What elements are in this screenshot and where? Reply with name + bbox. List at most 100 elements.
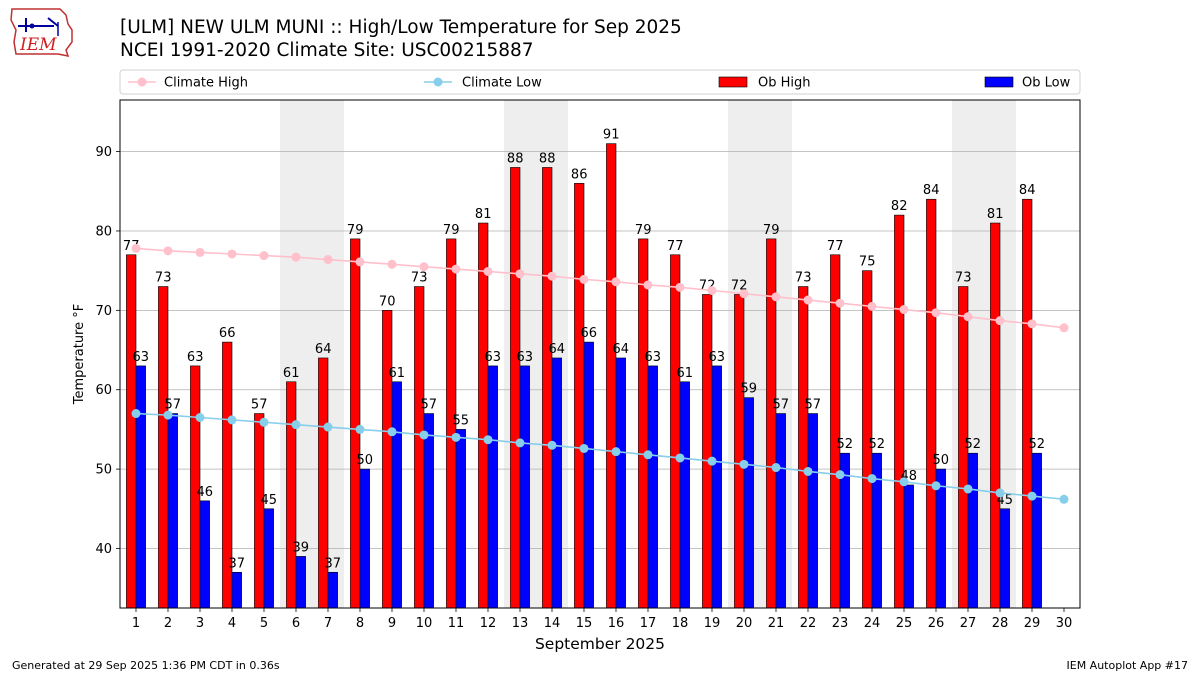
x-tick-label: 15 — [576, 616, 593, 631]
climate-low-point — [963, 484, 973, 494]
ob-high-label: 79 — [763, 223, 780, 238]
ob-low-label: 50 — [357, 453, 374, 468]
ob-low-label: 37 — [229, 556, 246, 571]
ob-low-bar — [679, 381, 690, 609]
x-tick-label: 1 — [132, 616, 140, 631]
climate-low-point — [131, 409, 141, 419]
legend-ob-low-swatch — [984, 76, 1014, 88]
x-tick-label: 6 — [292, 616, 300, 631]
climate-high-point — [259, 251, 269, 261]
ob-low-label: 66 — [581, 326, 598, 341]
ob-low-bar — [487, 365, 498, 609]
x-tick-label: 10 — [416, 616, 433, 631]
ob-low-label: 57 — [773, 398, 790, 413]
climate-high-point — [963, 312, 973, 322]
climate-high-point — [675, 282, 685, 292]
ob-high-bar — [670, 254, 681, 609]
x-tick-label: 7 — [324, 616, 332, 631]
climate-low-point — [547, 440, 557, 450]
y-tick-label: 60 — [95, 383, 112, 398]
climate-high-point — [451, 264, 461, 274]
climate-low-point — [1059, 494, 1069, 504]
climate-low-point — [195, 413, 205, 422]
ob-high-label: 84 — [1019, 183, 1036, 198]
x-tick-label: 11 — [448, 616, 465, 631]
climate-low-point — [867, 474, 877, 484]
ob-low-bar — [903, 484, 914, 609]
x-tick-label: 30 — [1056, 616, 1073, 631]
climate-high-point — [643, 280, 653, 290]
ob-high-label: 70 — [379, 294, 396, 309]
ob-low-label: 63 — [517, 350, 534, 365]
ob-low-label: 57 — [805, 398, 822, 413]
app-credit: IEM Autoplot App #17 — [1066, 659, 1189, 672]
x-tick-label: 19 — [704, 616, 721, 631]
ob-high-bar — [702, 294, 713, 609]
x-tick-label: 8 — [356, 616, 364, 631]
x-tick-label: 2 — [164, 616, 172, 631]
ob-high-label: 64 — [315, 342, 332, 357]
climate-high-point — [291, 252, 301, 262]
ob-low-label: 57 — [165, 398, 182, 413]
climate-high-point — [163, 246, 173, 256]
legend-climate-high-label: Climate High — [164, 76, 248, 91]
ob-high-bar — [510, 167, 521, 609]
climate-high-point — [611, 277, 621, 287]
y-tick-label: 80 — [95, 224, 112, 239]
ob-low-label: 61 — [677, 366, 694, 381]
ob-high-label: 86 — [571, 167, 588, 182]
ob-low-bar — [135, 365, 146, 609]
climate-high-point — [195, 247, 205, 257]
x-tick-label: 17 — [640, 616, 657, 631]
ob-high-bar — [542, 167, 553, 609]
ob-low-label: 45 — [261, 493, 278, 508]
ob-high-bar — [286, 381, 297, 609]
ob-high-label: 79 — [347, 223, 364, 238]
ob-high-bar — [574, 183, 585, 609]
ob-low-bar — [423, 413, 434, 609]
ob-low-label: 64 — [613, 342, 630, 357]
climate-high-point — [323, 255, 333, 265]
ob-low-label: 63 — [133, 350, 150, 365]
x-tick-label: 12 — [480, 616, 497, 631]
legend-climate-high-marker — [137, 77, 147, 87]
climate-high-point — [227, 249, 237, 259]
ob-low-bar — [711, 365, 722, 609]
climate-low-point — [611, 447, 621, 457]
climate-low-point — [739, 459, 749, 469]
climate-high-point — [1059, 323, 1069, 333]
ob-high-label: 81 — [987, 207, 1004, 222]
ob-high-label: 88 — [539, 151, 556, 166]
ob-low-label: 52 — [965, 437, 982, 452]
ob-high-label: 73 — [955, 271, 972, 286]
ob-low-bar — [263, 508, 274, 609]
ob-high-bar — [126, 254, 137, 609]
ob-low-label: 37 — [325, 556, 342, 571]
climate-high-point — [931, 308, 941, 318]
ob-low-bar — [199, 500, 210, 609]
climate-high-point — [515, 269, 525, 279]
climate-high-point — [803, 295, 813, 305]
ob-low-bar — [647, 365, 658, 609]
legend-ob-high-label: Ob High — [758, 76, 811, 91]
ob-high-bar — [478, 222, 489, 609]
ob-low-label: 61 — [389, 366, 406, 381]
climate-low-point — [771, 463, 781, 473]
ob-low-label: 57 — [421, 398, 438, 413]
ob-high-bar — [798, 286, 809, 609]
x-tick-label: 14 — [544, 616, 561, 631]
legend-climate-low-label: Climate Low — [462, 76, 542, 91]
climate-low-point — [227, 415, 237, 425]
x-tick-label: 25 — [896, 616, 913, 631]
legend-ob-high-swatch — [718, 76, 748, 88]
ob-low-label: 63 — [645, 350, 662, 365]
ob-high-label: 79 — [635, 223, 652, 238]
ob-high-label: 91 — [603, 128, 620, 143]
x-tick-label: 20 — [736, 616, 753, 631]
ob-low-bar — [327, 571, 338, 609]
climate-low-line — [135, 412, 1065, 501]
ob-high-label: 73 — [411, 271, 428, 286]
climate-low-point — [579, 443, 589, 453]
ob-low-label: 55 — [453, 413, 470, 428]
